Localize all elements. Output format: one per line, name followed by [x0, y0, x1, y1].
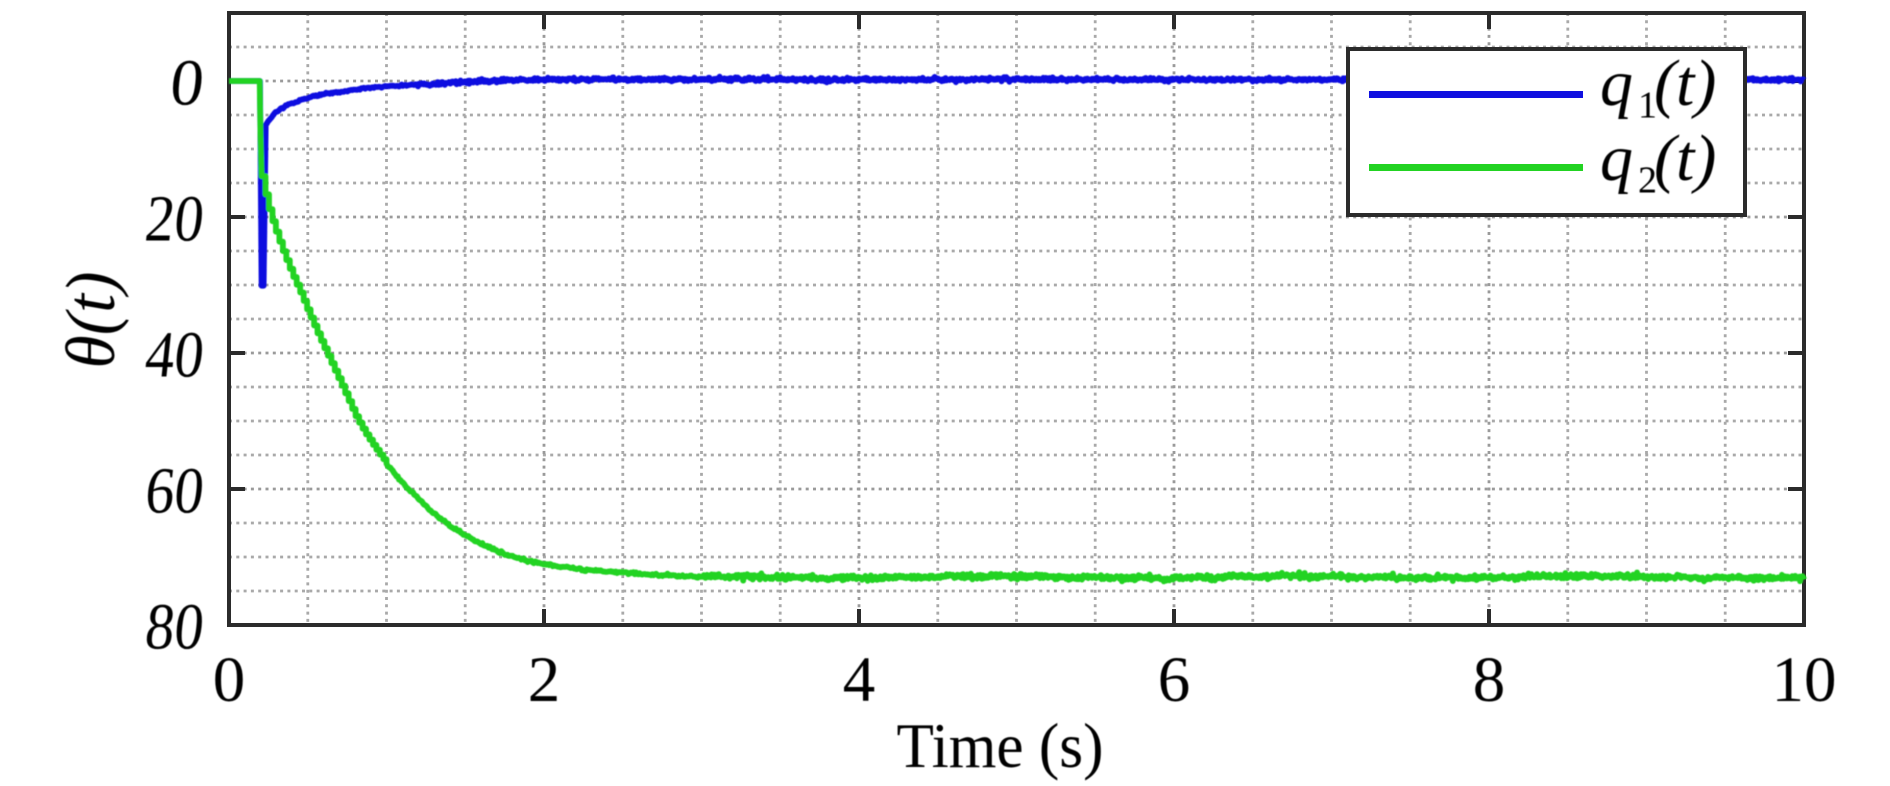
svg-text:(t): (t) — [1654, 122, 1716, 195]
svg-text:q: q — [1600, 122, 1633, 195]
svg-text:8: 8 — [1473, 644, 1506, 716]
svg-text:q: q — [1600, 47, 1633, 120]
svg-text:(t): (t) — [1654, 47, 1716, 120]
svg-text:4: 4 — [843, 644, 876, 716]
svg-text:60: 60 — [142, 455, 208, 528]
svg-text:0: 0 — [167, 47, 208, 120]
svg-text:Time (s): Time (s) — [897, 711, 1104, 781]
svg-text:2: 2 — [528, 644, 561, 716]
svg-text:6: 6 — [1158, 644, 1191, 716]
svg-text:0: 0 — [213, 644, 246, 716]
svg-text:20: 20 — [142, 183, 208, 256]
svg-text:θ(t): θ(t) — [53, 272, 130, 369]
svg-text:10: 10 — [1772, 644, 1837, 716]
svg-text:2: 2 — [1638, 160, 1657, 202]
svg-text:80: 80 — [142, 591, 208, 664]
svg-text:1: 1 — [1638, 85, 1657, 127]
svg-text:40: 40 — [142, 319, 208, 392]
